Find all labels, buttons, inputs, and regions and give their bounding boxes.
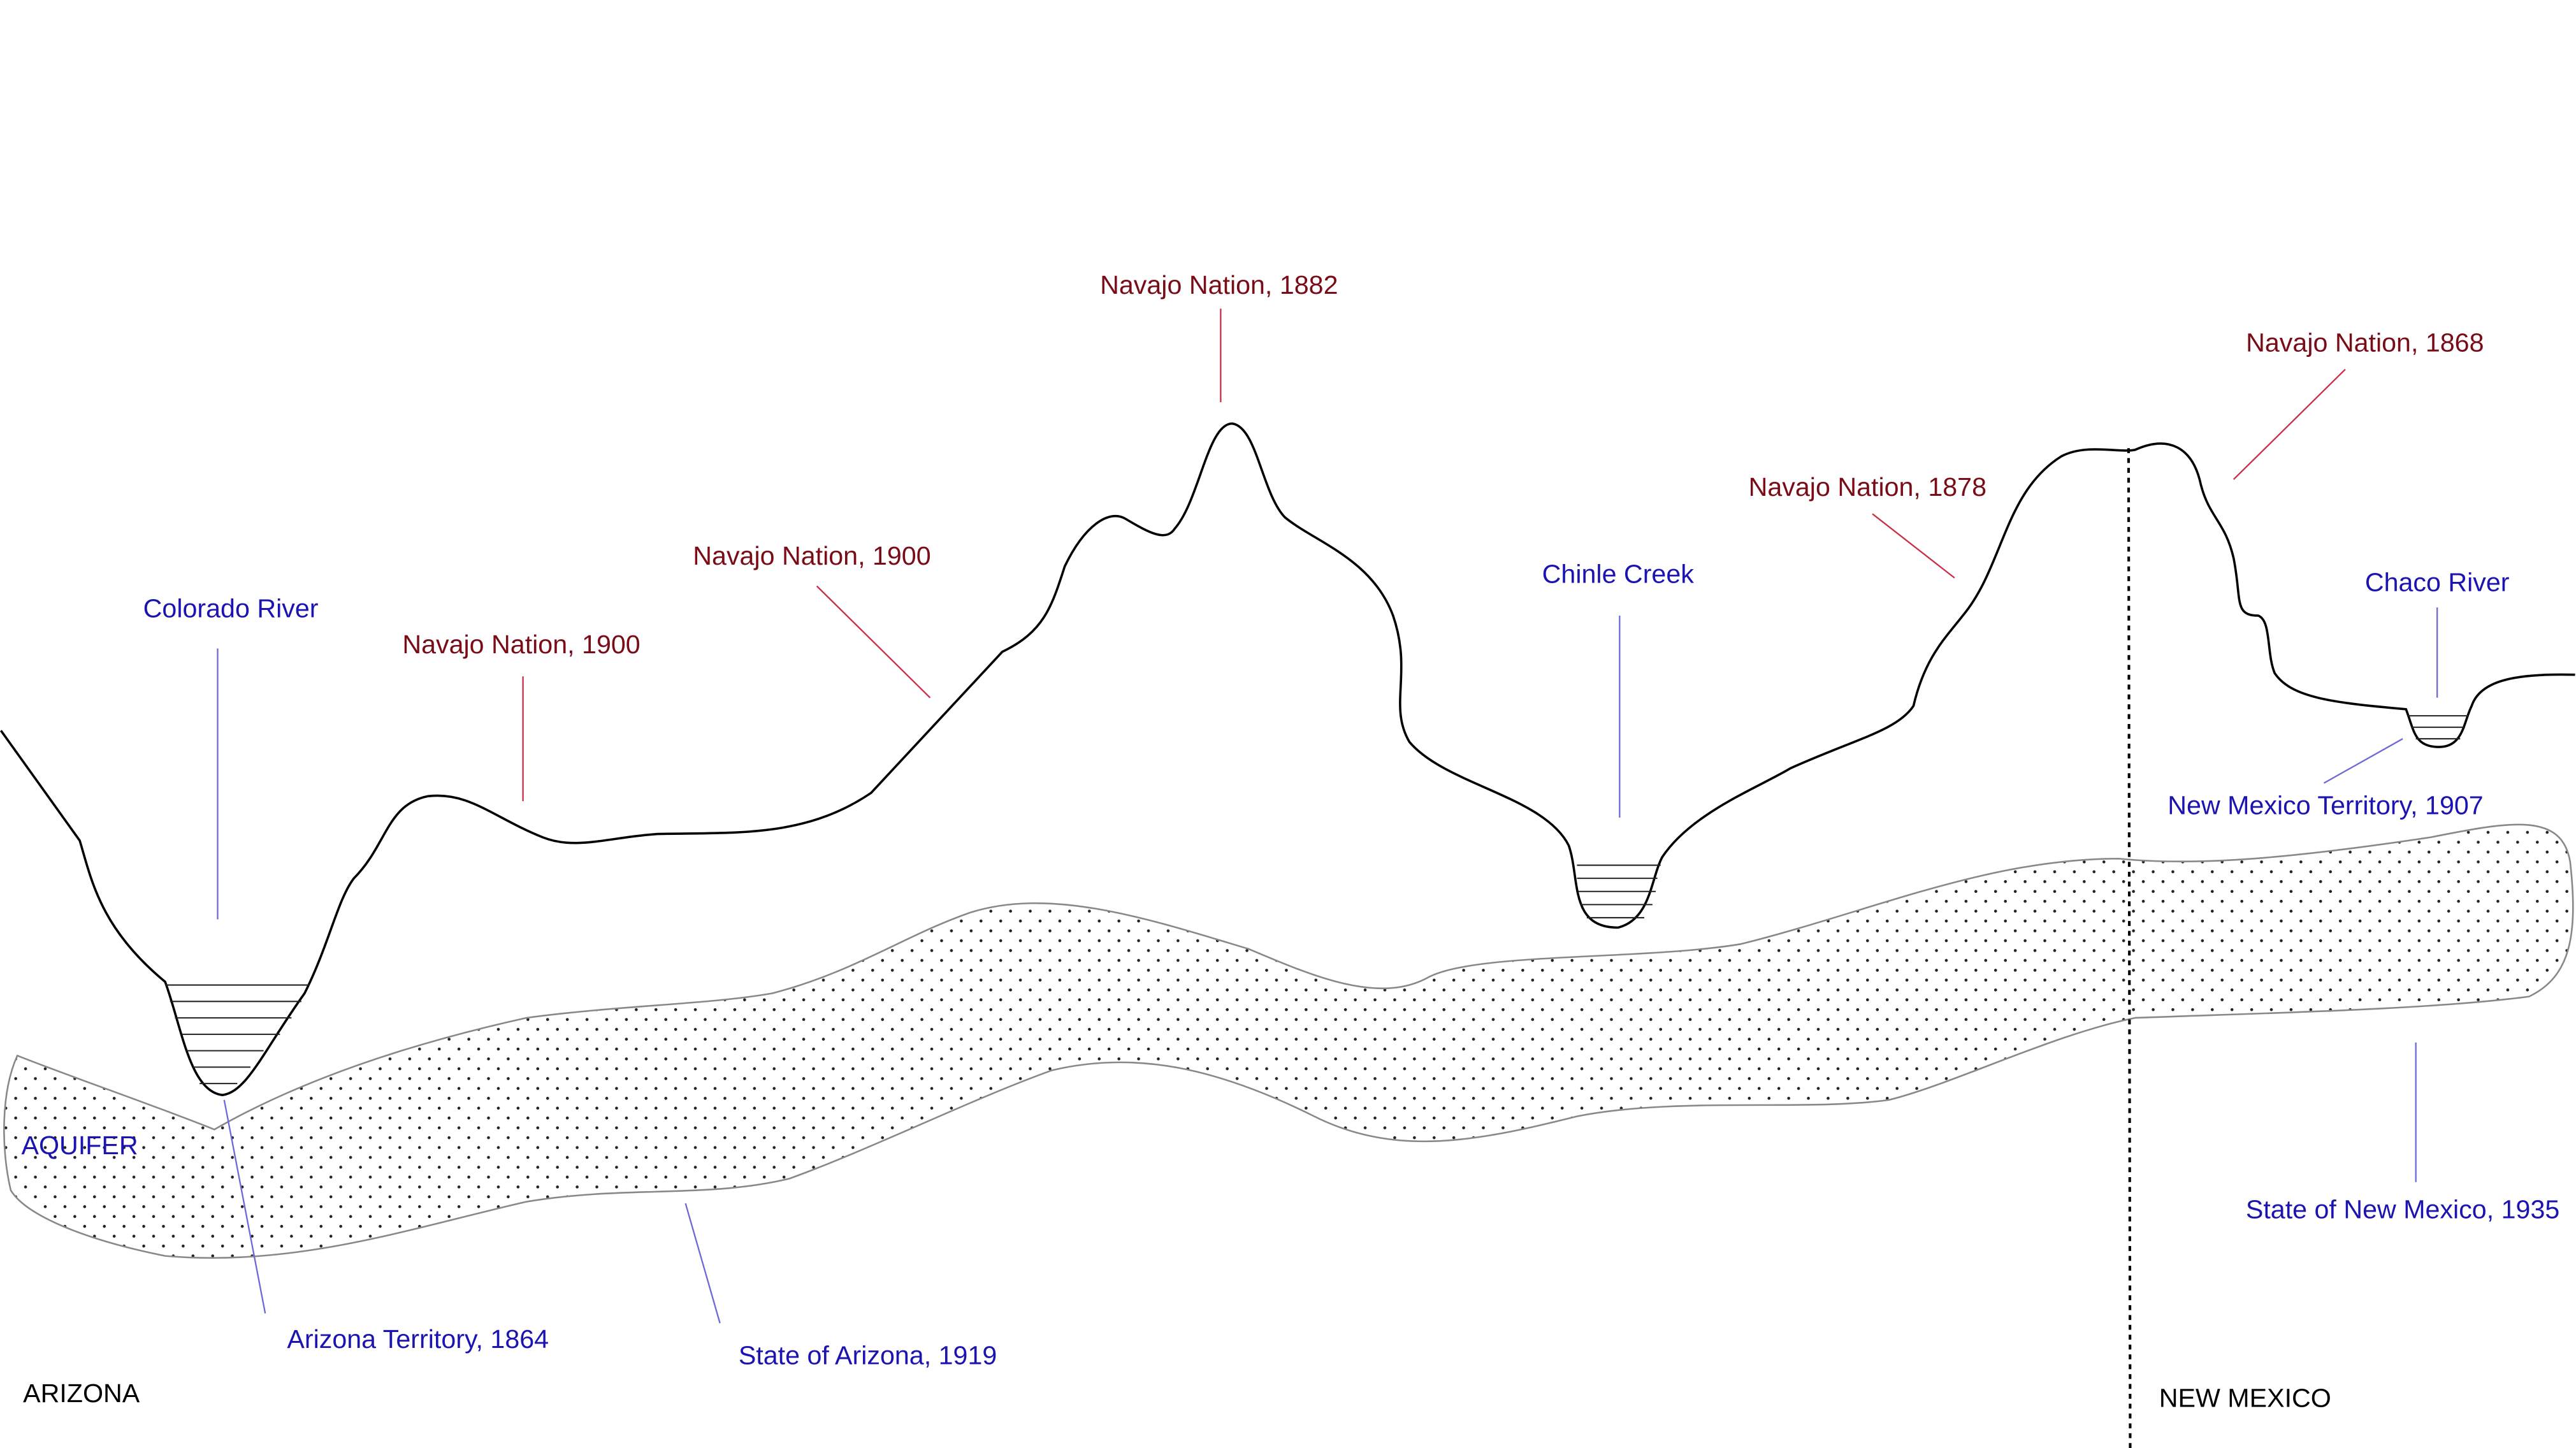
river-label: Chinle Creek: [1542, 559, 1695, 588]
region-label: NEW MEXICO: [2159, 1384, 2331, 1413]
territory-label: Navajo Nation, 1900: [402, 630, 640, 659]
territory-label: State of Arizona, 1919: [739, 1341, 997, 1370]
river-hatching: [165, 715, 2469, 1085]
aquifer-shape: [3, 823, 2574, 1259]
territory-label: Navajo Nation, 1882: [1100, 270, 1338, 300]
river-label: Colorado River: [143, 594, 319, 623]
terrain-line: [0, 422, 2575, 1096]
aquifer-label: AQUIFER: [22, 1131, 138, 1160]
territory-label: Navajo Nation, 1868: [2246, 328, 2484, 357]
territory-label: New Mexico Territory, 1907: [2167, 791, 2483, 820]
territory-label: Navajo Nation, 1878: [1749, 472, 1986, 502]
territory-label: State of New Mexico, 1935: [2246, 1194, 2559, 1224]
river-label: Chaco River: [2365, 567, 2510, 597]
territory-label: Arizona Territory, 1864: [287, 1324, 549, 1354]
region-label: ARIZONA: [23, 1379, 140, 1408]
territory-label: Navajo Nation, 1900: [693, 541, 930, 570]
leader-lines: [217, 308, 2438, 1324]
